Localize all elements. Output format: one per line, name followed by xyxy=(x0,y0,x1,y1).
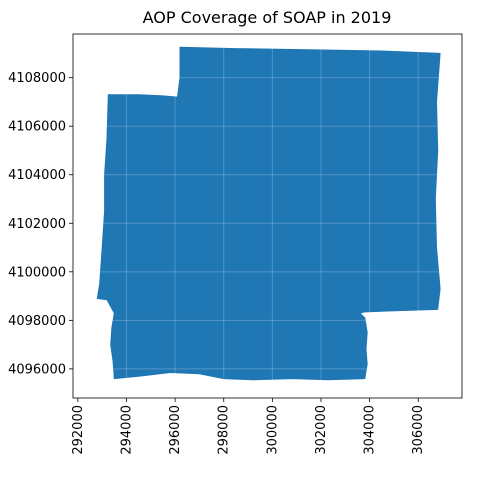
x-tick-label: 306000 xyxy=(411,405,426,455)
y-tick-label: 4096000 xyxy=(8,362,66,377)
x-tick-label: 304000 xyxy=(363,405,378,455)
x-tick-label: 300000 xyxy=(265,405,280,455)
coverage-polygon xyxy=(96,46,441,381)
x-tick-label: 292000 xyxy=(71,405,86,455)
x-tick-label: 294000 xyxy=(119,405,134,455)
axes-frame xyxy=(72,33,463,399)
plot-area: 292000 294000 296000 298000 300000 302000 3040… xyxy=(8,33,463,455)
y-tick-label: 4102000 xyxy=(8,217,66,232)
chart-title: AOP Coverage of SOAP in 2019 xyxy=(143,8,392,27)
x-tick-label: 298000 xyxy=(217,405,232,455)
x-tick-label: 296000 xyxy=(168,405,183,455)
y-tick-label: 4106000 xyxy=(8,120,66,135)
y-tick-label: 4104000 xyxy=(8,168,66,183)
y-tick-label: 4108000 xyxy=(8,71,66,86)
y-tick-label: 4100000 xyxy=(8,265,66,280)
x-tick-label: 302000 xyxy=(314,405,329,455)
y-tick-label: 4098000 xyxy=(8,314,66,329)
